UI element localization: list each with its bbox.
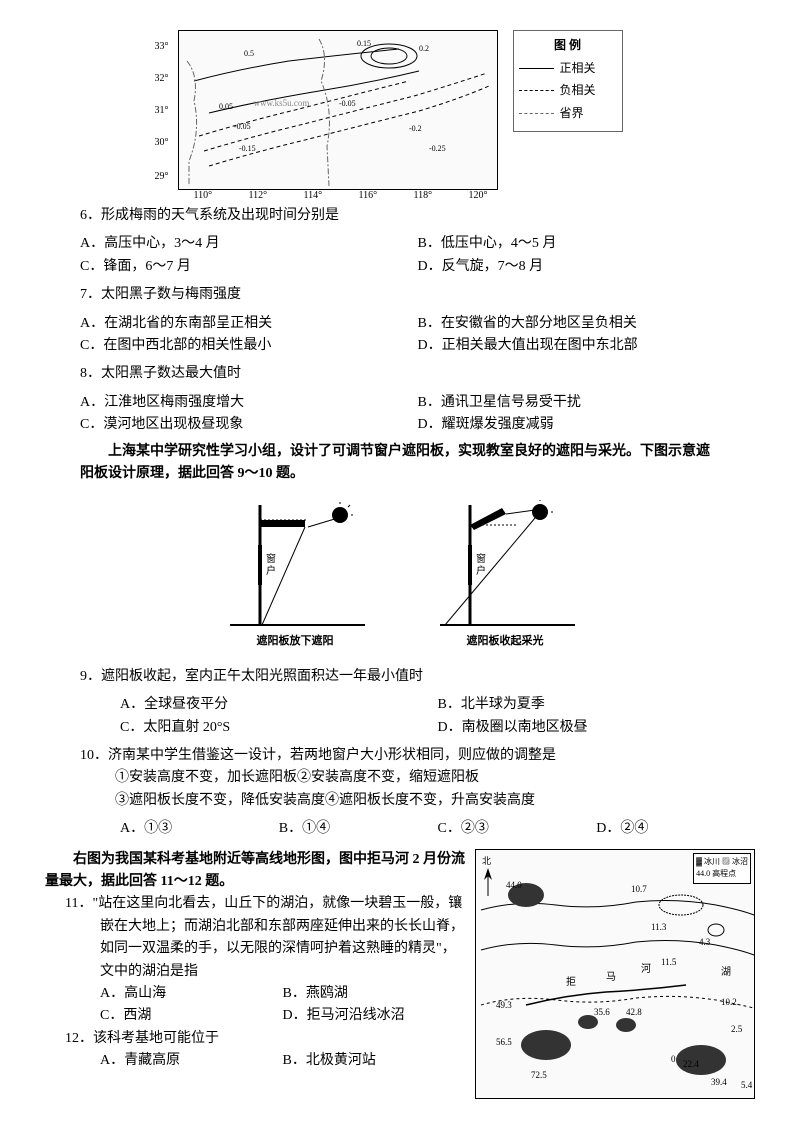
q10-stmt-12: ①安装高度不变，加长遮阳板②安装高度不变，缩短遮阳板: [115, 767, 755, 789]
svg-text:窗: 窗: [266, 552, 276, 565]
svg-text:-0.25: -0.25: [429, 144, 446, 153]
legend-boundary: 省界: [560, 104, 584, 123]
lat-label: 33°: [155, 39, 169, 55]
caption-down: 遮阳板放下遮阳: [220, 633, 370, 651]
caption-up: 遮阳板收起采光: [430, 633, 580, 651]
q8-opt-b: B．通讯卫星信号易受干扰: [418, 392, 756, 414]
legend-title: 图 例: [519, 36, 617, 55]
svg-text:-0.2: -0.2: [409, 124, 422, 133]
legend-positive: 正相关: [560, 59, 596, 78]
q9-text: 9．遮阳板收起，室内正午太阳光照面积达一年最小值时: [80, 666, 755, 688]
svg-text:户: 户: [476, 564, 486, 577]
q10-opt-d: D．②④: [596, 818, 755, 840]
q6-opt-a: A．高压中心，3～4 月: [80, 233, 418, 255]
q9-opt-d: D．南极圈以南地区极昼: [438, 717, 756, 739]
contour-lines: 0.5 0.15 0.2 0.05 -0.05 -0.05 -0.15 -0.2…: [179, 31, 499, 191]
question-11: 11．"站在这里向北看去，山丘下的湖泊，就像一块碧玉一般，镶嵌在大地上；而湖泊北…: [65, 893, 465, 1027]
q8-text: 8．太阳黑子数达最大值时: [80, 363, 755, 385]
lat-label: 29°: [155, 169, 169, 185]
q7-opt-a: A．在湖北省的东南部呈正相关: [80, 313, 418, 335]
question-10: 10．济南某中学生借鉴这一设计，若两地窗户大小形状相同，则应做的调整是 ①安装高…: [80, 745, 755, 812]
q10-stmt-34: ③遮阳板长度不变，降低安装高度④遮阳板长度不变，升高安装高度: [115, 790, 755, 812]
q7-opt-d: D．正相关最大值出现在图中东北部: [418, 335, 756, 357]
q9-opt-b: B．北半球为夏季: [438, 694, 756, 716]
q11-opt-c: C．西湖: [100, 1005, 283, 1027]
intro-11-12: 右图为我国某科考基地附近等高线地形图，图中拒马河 2 月份流量最大，据此回答 1…: [45, 849, 465, 894]
q6-opt-b: B．低压中心，4～5 月: [418, 233, 756, 255]
svg-text:河: 河: [641, 963, 651, 975]
sunshade-up-diagram: 窗 户: [430, 500, 580, 630]
q11-opt-a: A．高山海: [100, 983, 283, 1005]
question-7: 7．太阳黑子数与梅雨强度: [80, 284, 755, 306]
question-6: 6．形成梅雨的天气系统及出现时间分别是: [80, 205, 755, 227]
q9-opt-a: A．全球昼夜平分: [120, 694, 438, 716]
sunshade-diagrams: 窗 户 遮阳板放下遮阳 窗 户: [45, 500, 755, 651]
question-9: 9．遮阳板收起，室内正午太阳光照面积达一年最小值时: [80, 666, 755, 688]
dash-line-icon: [519, 90, 554, 91]
svg-text:-0.05: -0.05: [234, 122, 251, 131]
q12-text: 12．该科考基地可能位于: [65, 1028, 465, 1050]
question-8: 8．太阳黑子数达最大值时: [80, 363, 755, 385]
svg-text:-0.15: -0.15: [239, 144, 256, 153]
svg-text:窗: 窗: [476, 552, 486, 565]
q6-text: 6．形成梅雨的天气系统及出现时间分别是: [80, 205, 755, 227]
svg-text:-0.05: -0.05: [339, 99, 356, 108]
watermark: www.ks5u.com: [254, 96, 310, 110]
q7-opt-c: C．在图中西北部的相关性最小: [80, 335, 418, 357]
q7-opt-b: B．在安徽省的大部分地区呈负相关: [418, 313, 756, 335]
correlation-map-figure: 33° 32° 31° 30° 29° 110° 112° 114° 116° …: [45, 30, 755, 190]
lat-label: 30°: [155, 135, 169, 151]
q6-opt-d: D．反气旋，7～8 月: [418, 256, 756, 278]
correlation-map: 33° 32° 31° 30° 29° 110° 112° 114° 116° …: [178, 30, 498, 190]
q7-text: 7．太阳黑子数与梅雨强度: [80, 284, 755, 306]
topo-map: 北 ▓ 冰川 ▨ 冰沼 44.0 高程点: [475, 849, 755, 1099]
svg-text:湖: 湖: [721, 966, 731, 978]
svg-text:0.2: 0.2: [419, 44, 429, 53]
svg-text:户: 户: [266, 564, 276, 577]
intro-9-10: 上海某中学研究性学习小组，设计了可调节窗户遮阳板，实现教室良好的遮阳与采光。下图…: [80, 441, 720, 486]
svg-text:0.5: 0.5: [244, 49, 254, 58]
q10-opt-c: C．②③: [438, 818, 597, 840]
svg-text:0.15: 0.15: [357, 39, 371, 48]
q11-opt-b: B．燕鸥湖: [283, 983, 466, 1005]
q8-opt-a: A．江淮地区梅雨强度增大: [80, 392, 418, 414]
q6-opt-c: C．锋面，6～7 月: [80, 256, 418, 278]
q12-opt-a: A．青藏高原: [100, 1050, 283, 1072]
svg-text:0.05: 0.05: [219, 102, 233, 111]
question-12: 12．该科考基地可能位于 A．青藏高原 B．北极黄河站: [65, 1028, 465, 1073]
dashdot-line-icon: [519, 113, 554, 114]
q11-text: 11．"站在这里向北看去，山丘下的湖泊，就像一块碧玉一般，镶嵌在大地上；而湖泊北…: [100, 893, 465, 983]
q10-text: 10．济南某中学生借鉴这一设计，若两地窗户大小形状相同，则应做的调整是: [80, 745, 755, 767]
map-legend: 图 例 正相关 负相关 省界: [513, 30, 623, 132]
q8-opt-d: D．耀斑爆发强度减弱: [418, 414, 756, 436]
q8-opt-c: C．漠河地区出现极昼现象: [80, 414, 418, 436]
sunshade-down-diagram: 窗 户: [220, 500, 370, 630]
svg-text:马: 马: [606, 971, 616, 983]
legend-negative: 负相关: [560, 81, 596, 100]
lat-label: 31°: [155, 103, 169, 119]
lat-label: 32°: [155, 71, 169, 87]
q9-opt-c: C．太阳直射 20°S: [120, 717, 438, 739]
q12-opt-b: B．北极黄河站: [283, 1050, 466, 1072]
svg-text:拒: 拒: [566, 975, 576, 988]
solid-line-icon: [519, 68, 554, 69]
q10-opt-a: A．①③: [120, 818, 279, 840]
q10-opt-b: B．①④: [279, 818, 438, 840]
q11-opt-d: D．拒马河沿线冰沼: [283, 1005, 466, 1027]
